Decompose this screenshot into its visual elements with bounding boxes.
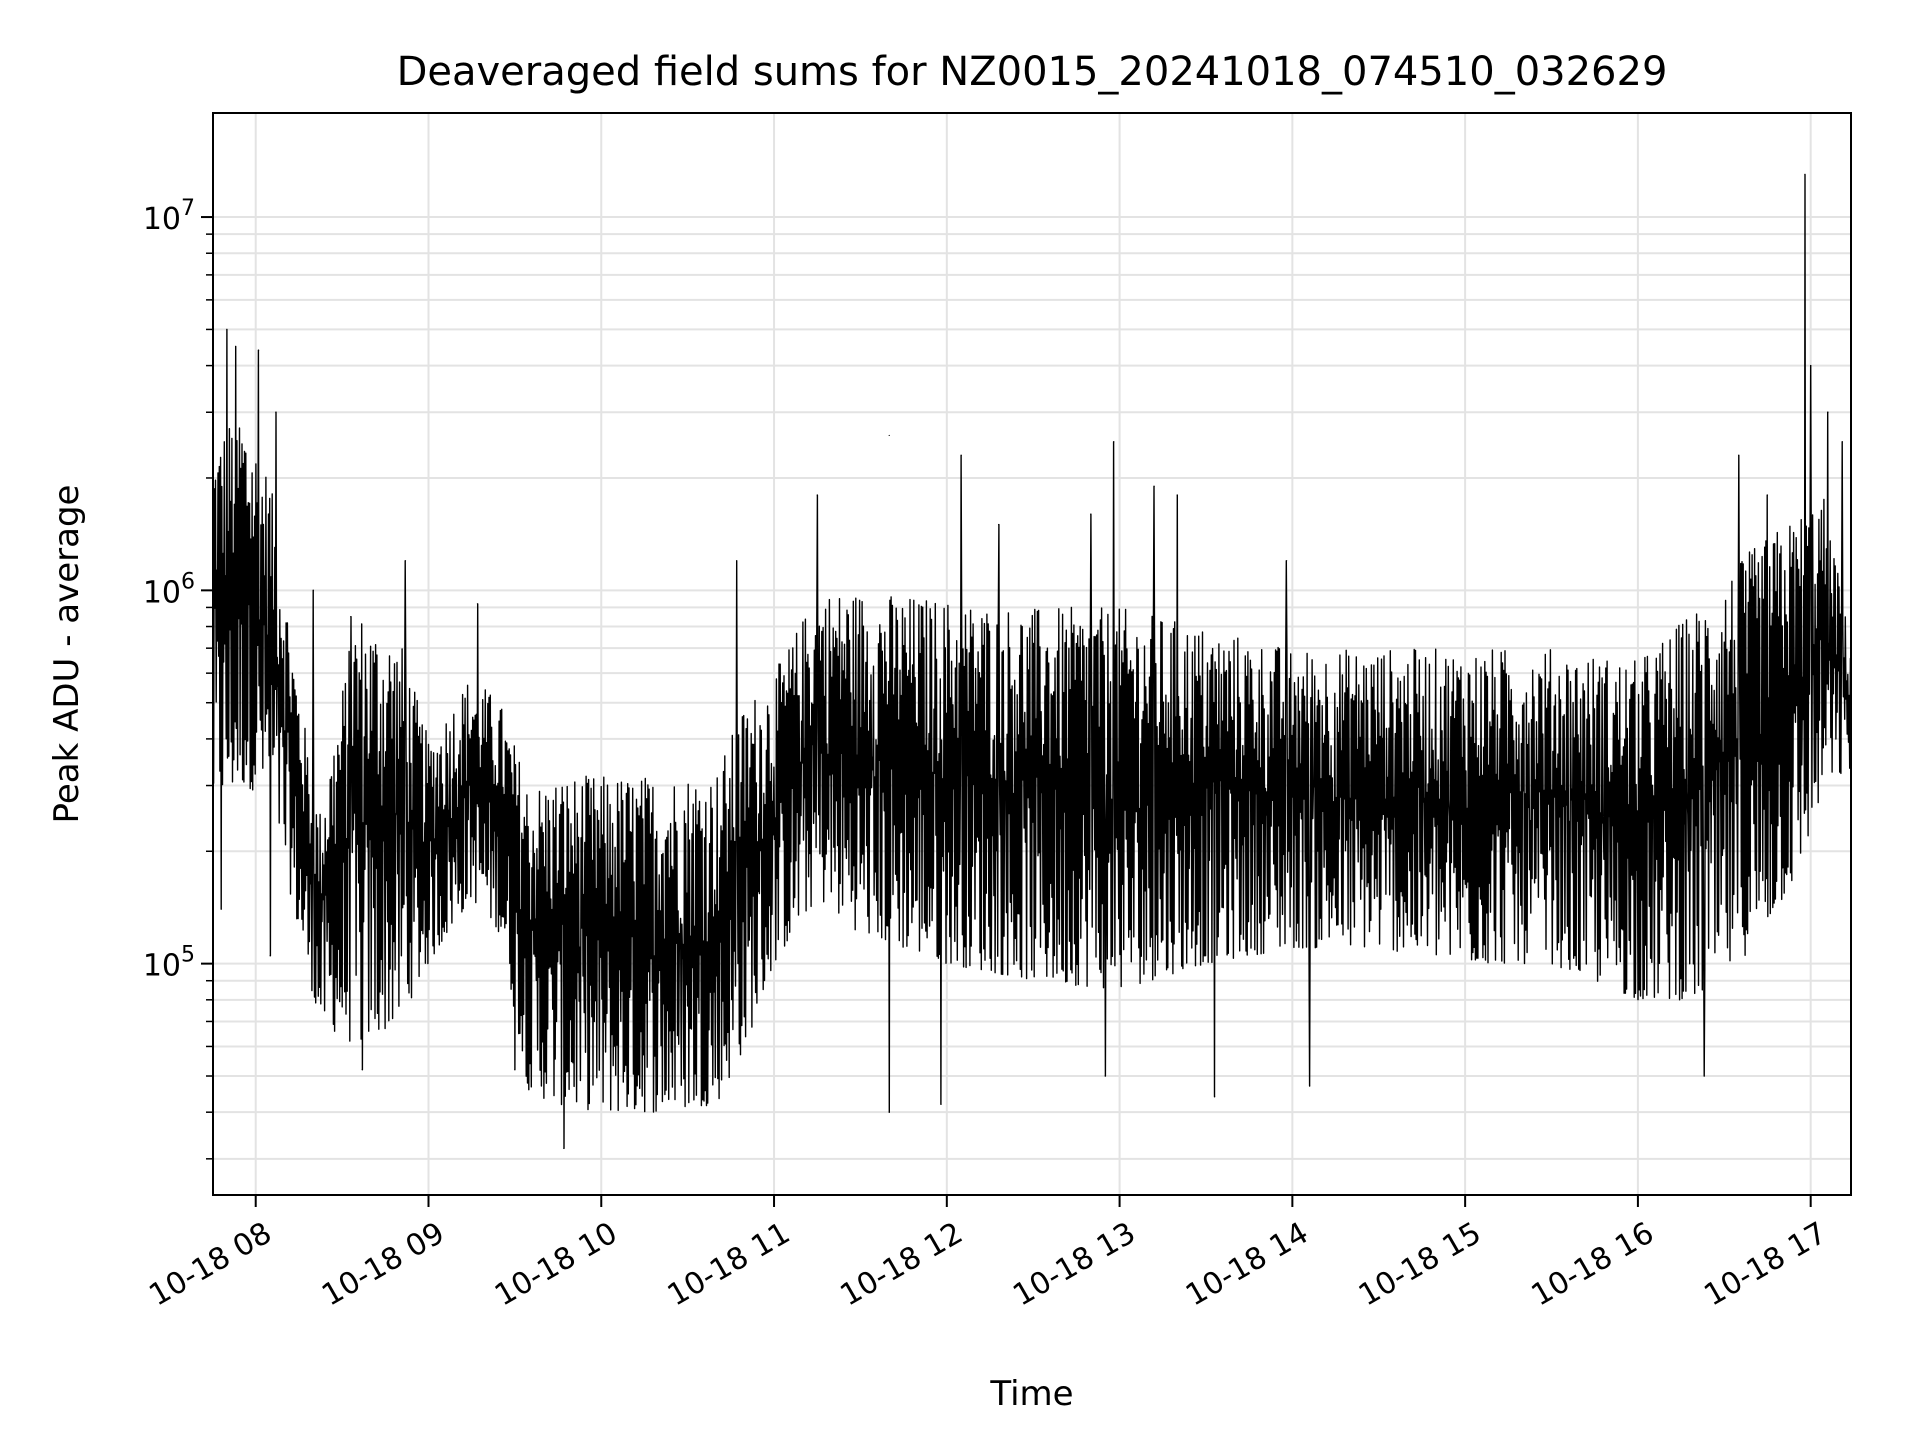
data-point	[1738, 454, 1740, 456]
x-tick-label: 10-18 08	[143, 1216, 277, 1314]
data-point	[888, 434, 890, 437]
y-tick-label: 106	[143, 569, 195, 610]
data-point	[361, 1069, 363, 1071]
x-tick-label: 10-18 15	[1353, 1216, 1487, 1314]
data-point	[816, 494, 818, 496]
y-axis-ticks: 105 106 107	[143, 196, 213, 1160]
series-line	[212, 173, 1852, 1150]
data-point	[1090, 513, 1092, 515]
data-point	[1104, 1075, 1106, 1077]
x-tick-label: 10-18 17	[1698, 1216, 1832, 1314]
x-axis-label: Time	[989, 1374, 1073, 1414]
data-point	[312, 589, 314, 591]
data-point	[1113, 441, 1115, 443]
data-point	[998, 524, 1000, 526]
x-tick-label: 10-18 12	[834, 1216, 968, 1314]
plot-frame	[212, 112, 1852, 1196]
data-point	[940, 1103, 942, 1105]
data-point	[1804, 173, 1806, 176]
data-point	[1214, 1096, 1216, 1098]
y-tick-label: 107	[143, 196, 195, 237]
x-tick-label: 10-18 13	[1007, 1216, 1141, 1314]
x-tick-label: 10-18 11	[662, 1216, 796, 1314]
x-tick-label: 10-18 09	[316, 1216, 450, 1314]
x-axis-ticks: 10-18 08 10-18 09 10-18 10 10-18 11 10-18 12…	[143, 1195, 1833, 1314]
series-path	[212, 173, 1852, 1150]
data-point	[736, 560, 738, 562]
data-point	[1841, 441, 1843, 443]
y-tick-label: 105	[143, 943, 195, 984]
data-point	[257, 349, 260, 351]
x-tick-label: 10-18 14	[1180, 1216, 1314, 1314]
data-point	[350, 616, 352, 618]
data-point	[1286, 560, 1288, 562]
data-point	[1810, 365, 1812, 367]
data-point	[1176, 494, 1178, 496]
data-point	[514, 1069, 516, 1071]
data-point	[1153, 485, 1155, 487]
data-point	[404, 560, 407, 562]
y-axis-label: Peak ADU - average	[47, 485, 87, 824]
data-point	[226, 328, 228, 331]
data-point	[563, 1147, 565, 1149]
data-point	[275, 411, 277, 413]
data-point	[960, 454, 962, 456]
data-point	[1827, 411, 1829, 413]
chart-title: Deaveraged field sums for NZ0015_2024101…	[397, 49, 1668, 95]
data-point	[1309, 1085, 1311, 1087]
data-point	[1766, 494, 1769, 496]
data-point	[888, 1111, 890, 1113]
data-point	[220, 908, 222, 910]
x-tick-label: 10-18 16	[1526, 1216, 1660, 1314]
x-tick-label: 10-18 10	[489, 1216, 623, 1314]
data-point	[476, 603, 479, 605]
data-point	[234, 345, 237, 348]
data-point	[1703, 1075, 1705, 1077]
data-point	[269, 955, 271, 957]
